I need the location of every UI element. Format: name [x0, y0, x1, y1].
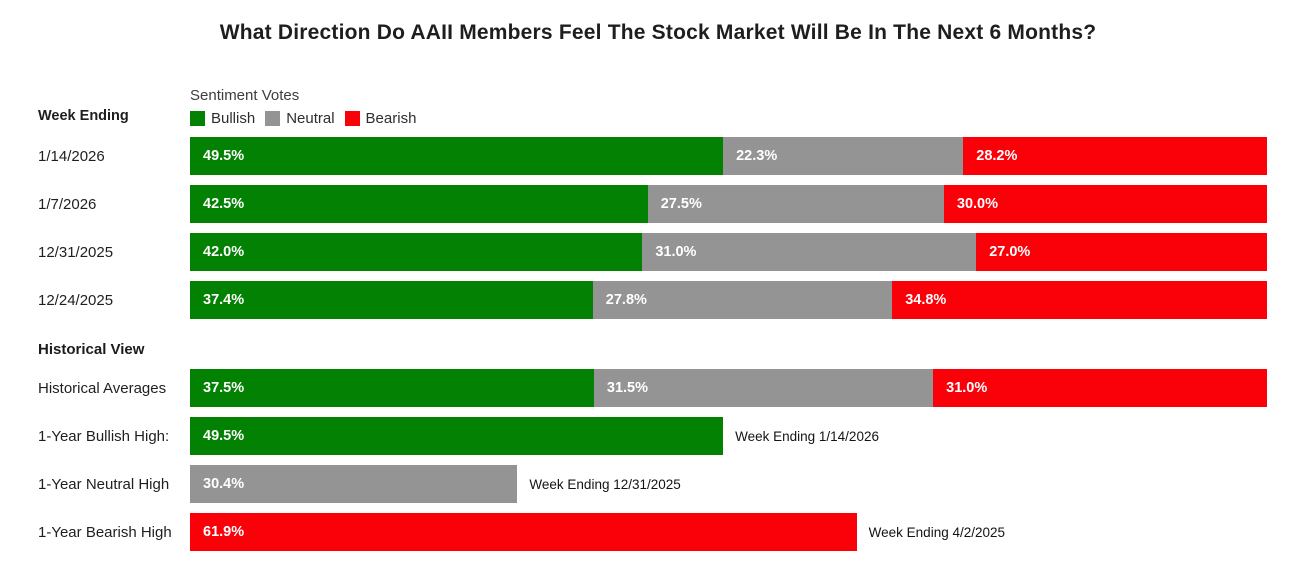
bar-segment-bullish: 37.4% — [190, 281, 593, 319]
bar-segment-neutral: 31.5% — [593, 369, 934, 407]
bar-segment-value: 27.5% — [660, 196, 702, 212]
legend: Sentiment Votes Bullish Neutral Bearish — [190, 87, 1267, 127]
legend-item-label: Neutral — [286, 110, 335, 127]
bar-segment-bullish: 49.5% — [190, 137, 724, 175]
bar-segment-neutral: 27.8% — [592, 281, 893, 319]
bar-segment-value: 30.4% — [203, 476, 245, 492]
bar-segment-value: 49.5% — [203, 148, 245, 164]
chart-header: Week Ending Sentiment Votes Bullish Neutr… — [0, 77, 1316, 127]
legend-item-bearish: Bearish — [344, 110, 417, 127]
bar-segment-value: 37.4% — [203, 292, 245, 308]
chart-row: Historical Averages 37.5% 31.5% 31.0% — [38, 369, 1267, 407]
section-heading: Historical View — [38, 340, 145, 358]
legend-swatch-icon — [265, 111, 281, 126]
chart-row: 1/7/2026 42.5% 27.5% 30.0% — [38, 185, 1267, 223]
bar-segment-neutral: 30.4% — [190, 465, 518, 503]
bar-segment-bearish: 27.0% — [976, 233, 1267, 271]
row-label: 1-Year Bearish High — [38, 523, 172, 541]
bar-segment-bullish: 49.5% — [190, 417, 724, 455]
row-label: 1-Year Neutral High — [38, 475, 170, 493]
bar-segment-neutral: 22.3% — [723, 137, 964, 175]
bar-track: 42.0% 31.0% 27.0% — [190, 233, 1267, 271]
bar-track: 42.5% 27.5% 30.0% — [190, 185, 1267, 223]
bar-track: 37.4% 27.8% 34.8% — [190, 281, 1267, 319]
bar-annotation: Week Ending 4/2/2025 — [868, 524, 1006, 540]
row-label: 1-Year Bullish High: — [38, 427, 170, 445]
bar-segment-value: 27.8% — [605, 292, 647, 308]
bar-segment-bearish: 28.2% — [963, 137, 1267, 175]
week-ending-header: Week Ending — [38, 108, 129, 124]
bar-track: 30.4% Week Ending 12/31/2025 — [190, 465, 1267, 503]
legend-swatch-icon — [344, 111, 360, 126]
bar-segment-bullish: 42.5% — [190, 185, 648, 223]
bar-segment-value: 37.5% — [203, 380, 245, 396]
bar-segment-value: 30.0% — [956, 196, 999, 212]
bar-segment-value: 49.5% — [203, 428, 245, 444]
bar-segment-value: 31.5% — [606, 380, 648, 396]
bar-segment-value: 31.0% — [655, 244, 697, 260]
bar-track: 37.5% 31.5% 31.0% — [190, 369, 1267, 407]
bar-segment-value: 61.9% — [203, 524, 245, 540]
bar-segment-bearish: 61.9% — [190, 513, 857, 551]
row-label: 1/7/2026 — [38, 195, 97, 213]
bar-segment-bearish: 34.8% — [892, 281, 1267, 319]
bar-segment-bullish: 42.0% — [190, 233, 643, 271]
bar-segment-value: 34.8% — [905, 292, 947, 308]
legend-item-label: Bullish — [211, 110, 256, 127]
legend-item-bullish: Bullish — [190, 110, 255, 127]
chart-row: 12/31/2025 42.0% 31.0% 27.0% — [38, 233, 1267, 271]
legend-swatch-icon — [190, 111, 205, 126]
chart-row: 1-Year Neutral High 30.4% Week Ending 12/3… — [38, 465, 1267, 503]
section-heading-row: Historical View — [38, 329, 1267, 369]
bar-segment-value: 22.3% — [736, 148, 778, 164]
legend-items: Bullish Neutral Bearish — [190, 110, 1267, 127]
bar-segment-value: 42.0% — [203, 244, 245, 260]
chart-rows: 1/14/2026 49.5% 22.3% 28.2% 1/7/2026 42.5% 27.… — [0, 137, 1316, 551]
bar-track: 49.5% 22.3% 28.2% — [190, 137, 1267, 175]
bar-segment-value: 31.0% — [946, 380, 988, 396]
row-label: Historical Averages — [38, 379, 167, 397]
bar-segment-bearish: 31.0% — [933, 369, 1267, 407]
row-label: 12/31/2025 — [38, 243, 114, 261]
bar-annotation: Week Ending 12/31/2025 — [529, 476, 681, 492]
bar-segment-bullish: 37.5% — [190, 369, 594, 407]
row-label: 12/24/2025 — [38, 291, 114, 309]
legend-title: Sentiment Votes — [190, 87, 300, 104]
chart-title: What Direction Do AAII Members Feel The … — [219, 21, 1097, 44]
bar-segment-neutral: 31.0% — [642, 233, 977, 271]
bar-annotation: Week Ending 1/14/2026 — [735, 428, 879, 444]
chart-row: 1/14/2026 49.5% 22.3% 28.2% — [38, 137, 1267, 175]
bar-segment-value: 28.2% — [976, 148, 1018, 164]
bar-track: 61.9% Week Ending 4/2/2025 — [190, 513, 1267, 551]
row-label: 1/14/2026 — [38, 147, 105, 165]
bar-track: 49.5% Week Ending 1/14/2026 — [190, 417, 1267, 455]
bar-segment-value: 27.0% — [989, 244, 1031, 260]
chart-row: 1-Year Bearish High 61.9% Week Ending 4/2/… — [38, 513, 1267, 551]
bar-segment-value: 42.5% — [203, 196, 245, 212]
bar-segment-bearish: 30.0% — [943, 185, 1267, 223]
legend-item-neutral: Neutral — [265, 110, 335, 127]
chart-row: 12/24/2025 37.4% 27.8% 34.8% — [38, 281, 1267, 319]
chart-row: 1-Year Bullish High: 49.5% Week Ending 1/1… — [38, 417, 1267, 455]
bar-segment-neutral: 27.5% — [647, 185, 944, 223]
legend-item-label: Bearish — [365, 110, 417, 127]
label-column-header: Week Ending — [38, 108, 190, 127]
